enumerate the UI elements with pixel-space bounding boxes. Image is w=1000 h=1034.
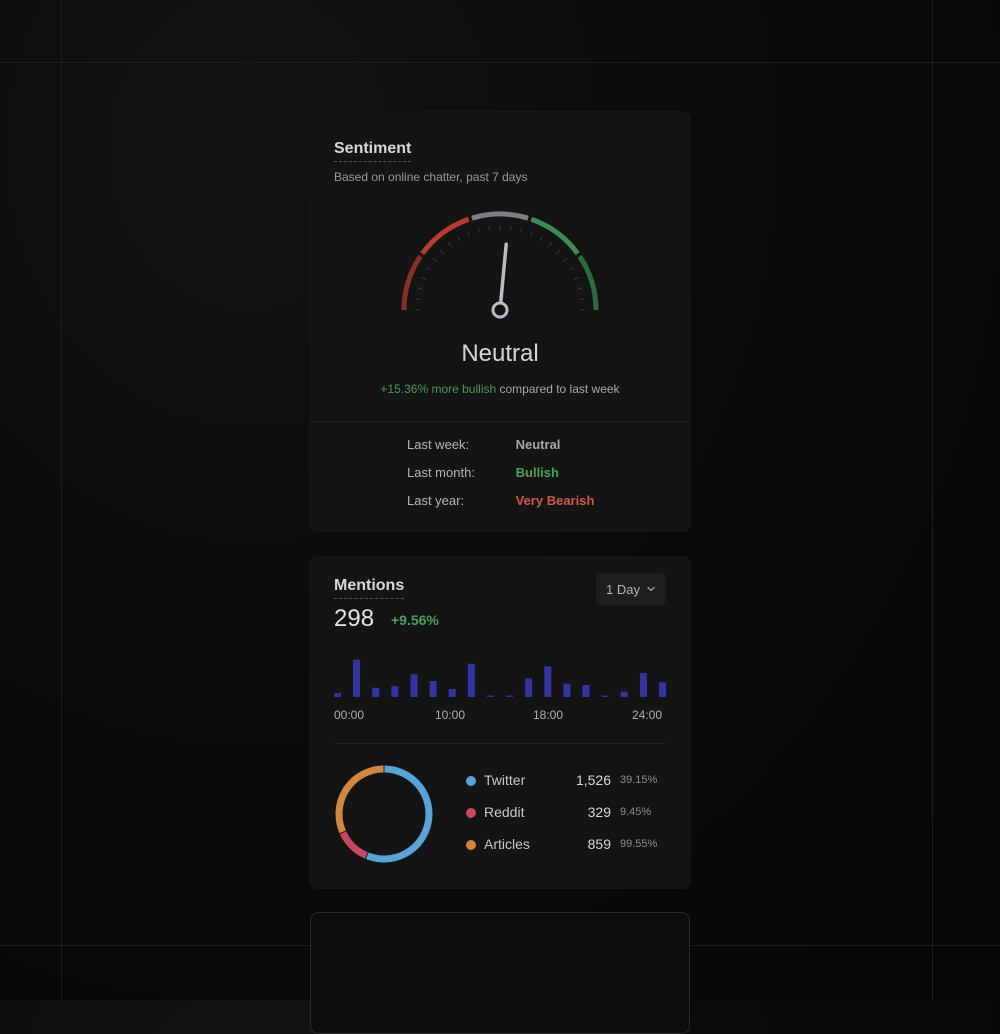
legend-name: Articles [484,836,530,852]
history-value: Neutral [515,437,561,452]
sentiment-gauge-label: Neutral [461,340,539,367]
placeholder-card [310,912,690,1034]
gauge-tick [530,231,533,237]
gauge-tick [421,277,427,280]
gauge-tick [415,298,421,301]
history-label: Last year: [407,493,465,508]
history-label: Last month: [407,465,475,480]
gauge-tick [548,242,553,247]
mentions-bar[interactable] [372,687,380,697]
mentions-bar[interactable] [525,678,533,697]
mentions-bar-chart [334,659,666,698]
mentions-card: Mentions 1 Day 298 +9.56% 00:00 10:00 18… [310,557,690,888]
sentiment-subtitle: Based on online chatter, past 7 days [334,170,528,184]
mentions-bar[interactable] [544,666,552,697]
legend-value: 1,526 [575,772,611,788]
gauge-tick [417,287,423,290]
mentions-bar[interactable] [391,686,399,697]
background-gridline [0,62,1000,63]
gauge-tick [447,242,452,247]
gauge-tick [477,227,480,233]
gauge-segment-bullish [530,216,580,256]
mentions-bar[interactable] [659,682,666,697]
background-gridline [932,0,933,1000]
history-value: Bullish [515,465,559,480]
range-dropdown-label: 1 Day [606,581,640,597]
legend-value: 329 [587,804,611,820]
gauge-tick [426,267,431,271]
gauge-tick [520,227,523,233]
mentions-bar[interactable] [563,683,571,697]
legend-percent: 9.45% [620,806,652,818]
legend-name: Reddit [484,804,525,820]
sentiment-comparison-text: compared to last week [499,382,620,396]
gauge-tick [539,236,543,241]
mentions-bar[interactable] [486,695,494,698]
legend-value: 859 [587,836,611,852]
mentions-bar[interactable] [429,681,437,697]
gauge-tick [569,267,574,271]
mentions-bar[interactable] [639,673,647,697]
sentiment-card: Sentiment Based on online chatter, past … [310,112,690,531]
history-row-last-week: Last week: Neutral [407,437,560,452]
background-gridline [61,0,62,1000]
gauge-tick [457,236,461,241]
x-tick-label: 10:00 [435,708,466,722]
donut-slice-twitter[interactable] [365,765,433,863]
donut-slice-articles[interactable] [335,765,384,834]
reddit-dot-icon [466,808,476,818]
mentions-bar[interactable] [506,695,514,698]
mentions-bar[interactable] [410,674,418,697]
gauge-tick [577,287,583,290]
gauge-segment-very-bearish [401,254,423,311]
mentions-bar[interactable] [334,693,341,697]
mentions-bar[interactable] [601,695,609,698]
mention-change: +9.56% [391,612,439,628]
chevron-down-icon [647,586,655,592]
gauge-pivot [491,301,509,319]
gauge-tick [563,257,568,262]
x-tick-label: 24:00 [632,708,663,722]
mentions-bar[interactable] [467,663,475,697]
mentions-bar[interactable] [620,691,628,697]
gauge-tick [439,249,444,254]
x-tick-label: 18:00 [533,708,564,722]
articles-dot-icon [466,840,476,850]
history-row-last-month: Last month: Bullish [407,465,559,480]
mention-count: 298 [334,605,375,632]
gauge-tick [432,257,437,262]
mentions-bar[interactable] [353,659,361,697]
history-value: Very Bearish [515,493,595,508]
legend-percent: 99.55% [620,838,658,850]
sentiment-gauge [401,211,599,319]
gauge-tick [573,277,579,280]
mentions-title[interactable]: Mentions [334,577,405,599]
gauge-tick [556,249,561,254]
sentiment-comparison: +15.36% more bullish compared to last we… [310,382,690,396]
mentions-bar[interactable] [448,689,456,697]
gauge-tick [488,225,491,231]
mentions-bar[interactable] [582,685,590,697]
donut-slice-reddit[interactable] [339,831,368,859]
x-tick-label: 00:00 [334,708,365,722]
history-label: Last week: [407,437,470,452]
gauge-segment-neutral [471,211,529,221]
gauge-tick [509,225,512,231]
sentiment-title[interactable]: Sentiment [334,140,412,162]
gauge-needle [499,242,508,303]
history-row-last-year: Last year: Very Bearish [407,493,594,508]
sentiment-change: +15.36% more bullish [380,382,497,396]
gauge-segment-bearish [420,216,470,256]
divider [310,421,690,422]
legend-name: Twitter [484,772,526,788]
legend-percent: 39.15% [620,774,658,786]
gauge-segment-very-bullish [577,254,599,311]
twitter-dot-icon [466,776,476,786]
range-dropdown[interactable]: 1 Day [596,573,666,605]
gauge-tick [467,231,470,237]
divider [334,743,666,744]
gauge-tick [579,298,585,301]
sources-donut-chart [335,765,433,863]
